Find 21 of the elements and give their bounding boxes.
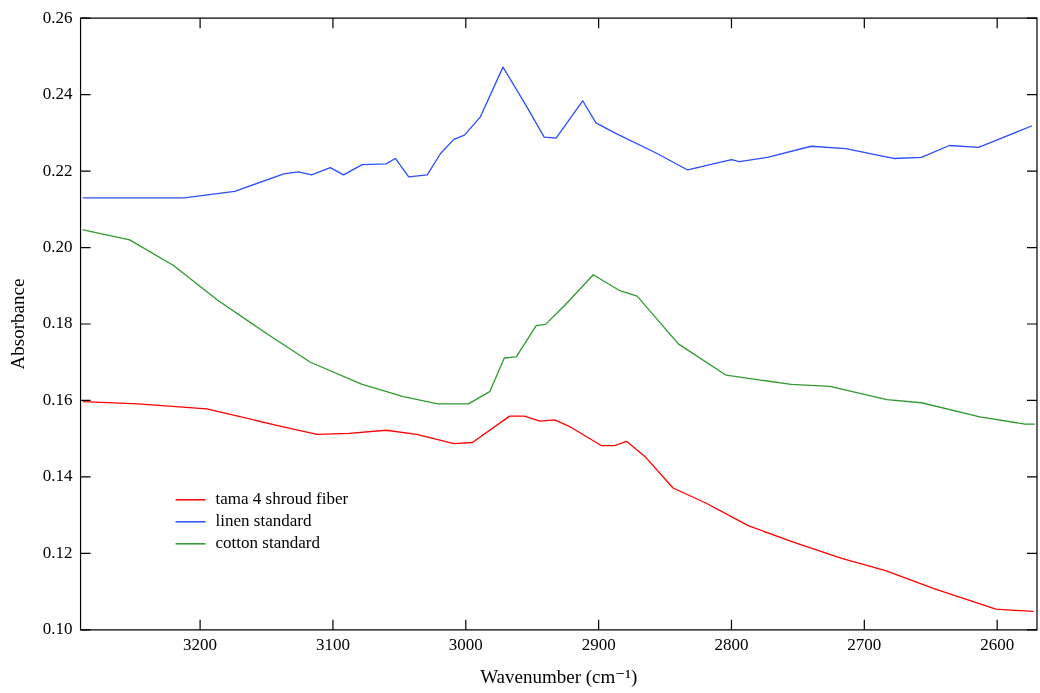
- y-tick-label: 0.18: [42, 313, 73, 333]
- x-tick-label: 3000: [448, 635, 483, 655]
- legend-label: cotton standard: [215, 533, 321, 553]
- y-tick-label: 0.26: [42, 7, 73, 27]
- x-tick-label: 3200: [183, 635, 218, 655]
- y-tick-label: 0.16: [42, 389, 73, 409]
- y-tick-label: 0.14: [42, 466, 74, 486]
- y-axis-title: Absorbance: [7, 278, 29, 370]
- x-tick-label: 2700: [847, 635, 882, 655]
- legend-label: tama 4 shroud fiber: [215, 489, 349, 509]
- y-tick-label: 0.24: [42, 84, 74, 104]
- x-tick-label: 2900: [581, 635, 616, 655]
- x-axis-title: Wavenumber (cm⁻¹): [480, 665, 638, 688]
- x-tick-label: 3100: [315, 635, 350, 655]
- x-tick-label: 2600: [980, 635, 1015, 655]
- legend-label: linen standard: [215, 511, 312, 531]
- y-tick-label: 0.12: [42, 542, 73, 562]
- y-tick-label: 0.22: [42, 160, 73, 180]
- y-tick-label: 0.20: [42, 237, 73, 257]
- y-tick-label: 0.10: [42, 619, 73, 639]
- x-tick-label: 2800: [714, 635, 749, 655]
